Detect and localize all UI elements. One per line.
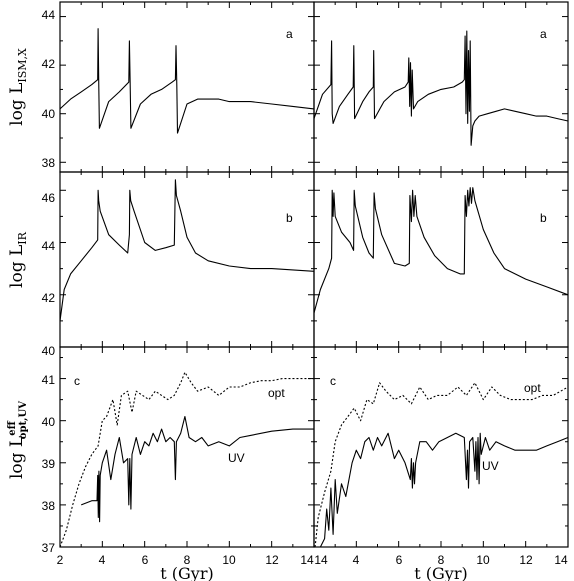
xtick-label-left-6: 6: [142, 553, 149, 567]
series-line-a-right: [313, 30, 569, 146]
label-opt-left: opt: [268, 386, 285, 400]
panel-letter-b-left: b: [286, 211, 293, 225]
xtick-label-right-12: 12: [519, 553, 533, 567]
ytick-label-b-42: 42: [42, 291, 56, 305]
ytick-label-c-37: 37: [42, 541, 56, 555]
series-line-c-right-opt: [314, 382, 569, 548]
ytick-label-c-40: 40: [42, 415, 56, 429]
xtick-label-right-6: 6: [396, 553, 403, 567]
panel-letter-a-left: a: [286, 27, 293, 41]
xtick-label-right-8: 8: [438, 553, 445, 567]
yaxis-title-c: log Leffopt,UV: [7, 401, 29, 479]
axis-ticks: [59, 2, 569, 548]
ytick-label-c-38: 38: [42, 499, 56, 513]
panel-frame-c-right: [313, 346, 569, 548]
xaxis-title-left: t (Gyr): [160, 564, 213, 581]
ytick-label-b-46: 46: [42, 191, 56, 205]
xtick-label-right-14: 14: [554, 553, 568, 567]
panel-letter-c-left: c: [74, 374, 80, 388]
series-line-a-left: [59, 28, 315, 134]
xtick-label-left-10: 10: [222, 553, 236, 567]
data-curves: [59, 28, 569, 548]
xtick-label-left-8: 8: [184, 553, 191, 567]
ytick-label-a-42: 42: [42, 57, 56, 71]
ytick-label-a-40: 40: [42, 107, 56, 121]
xtick-label-left-2: 2: [57, 553, 64, 567]
panel-letter-c-right: c: [330, 374, 336, 388]
ytick-label-b-40: 40: [42, 344, 56, 358]
yaxis-title-a: log LISM,X: [7, 48, 29, 126]
panel-frame-b-right: [313, 171, 569, 348]
panel-frame-a-left: [59, 1, 315, 173]
xtick-label-right-10: 10: [476, 553, 490, 567]
ytick-label-a-38: 38: [42, 156, 56, 170]
series-line-c-left-opt: [59, 371, 314, 548]
xtick-label-left-12: 12: [265, 553, 279, 567]
ytick-label-c-39: 39: [42, 457, 56, 471]
xtick-label-right-14a: 14: [314, 553, 328, 567]
ytick-label-b-44: 44: [42, 239, 56, 253]
label-uv-right: UV: [482, 459, 499, 473]
series-line-c-left-uv: [80, 415, 314, 523]
label-opt-right: opt: [524, 381, 541, 395]
ytick-label-c-41: 41: [42, 373, 56, 387]
series-line-b-left: [59, 179, 315, 321]
ytick-label-a-44: 44: [42, 8, 56, 22]
xaxis-title-right: t (Gyr): [414, 564, 467, 581]
panel-frame-a-right: [313, 1, 569, 173]
label-uv-left: UV: [228, 451, 245, 465]
yaxis-title-b: log LIR: [7, 231, 29, 288]
series-line-b-right: [313, 187, 569, 314]
xtick-label-right-4: 4: [353, 553, 360, 567]
panel-letter-b-right: b: [540, 211, 547, 225]
series-line-c-right-uv: [319, 432, 569, 548]
xtick-label-left-14: 14: [300, 553, 314, 567]
xtick-label-left-4: 4: [99, 553, 106, 567]
panel-letter-a-right: a: [540, 27, 547, 41]
